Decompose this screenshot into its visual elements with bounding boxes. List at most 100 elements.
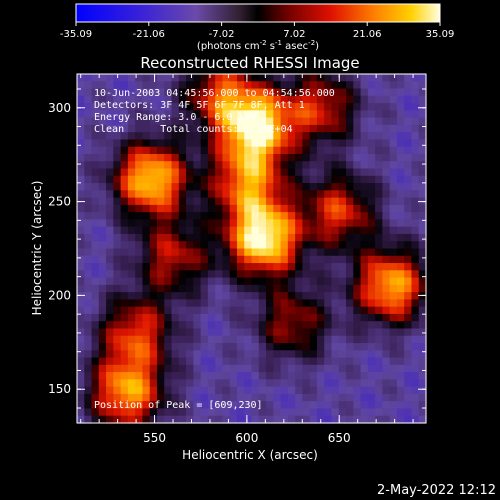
heatmap-cell <box>295 393 303 402</box>
heatmap-cell <box>295 168 303 177</box>
heatmap-cell <box>367 321 376 330</box>
heatmap-cell <box>236 139 245 148</box>
heatmap-cell <box>215 292 224 300</box>
heatmap-cell <box>215 255 224 264</box>
heatmap-cell <box>280 299 289 308</box>
heatmap-cell <box>360 343 369 351</box>
heatmap-cell <box>360 350 369 359</box>
heatmap-cell <box>142 306 151 315</box>
heatmap-cell <box>156 226 165 235</box>
heatmap-cell <box>295 197 303 206</box>
heatmap-cell <box>295 95 303 104</box>
heatmap-cell <box>382 270 391 279</box>
heatmap-cell <box>236 190 245 199</box>
heatmap-cell <box>222 357 231 366</box>
heatmap-cell <box>295 321 303 330</box>
heatmap-cell <box>171 255 180 264</box>
heatmap-cell <box>302 270 311 279</box>
peak-position-label: Position of Peak = [609,230] <box>94 400 263 411</box>
heatmap-cell <box>127 95 136 104</box>
heatmap-cell <box>113 292 122 300</box>
heatmap-cell <box>353 219 362 228</box>
heatmap-cell <box>360 175 369 184</box>
heatmap-cell <box>120 88 129 97</box>
heatmap-cell <box>302 255 311 264</box>
heatmap-cell <box>382 175 391 184</box>
heatmap-cell <box>389 233 398 242</box>
heatmap-cell <box>338 372 347 380</box>
heatmap-cell <box>258 204 267 213</box>
heatmap-cell <box>302 168 311 177</box>
heatmap-cell <box>106 386 114 395</box>
heatmap-cell <box>106 95 114 104</box>
heatmap-cell <box>207 146 216 155</box>
heatmap-cell <box>418 393 427 402</box>
heatmap-cell <box>215 357 224 366</box>
heatmap-cell <box>171 372 180 380</box>
heatmap-cell <box>338 190 347 199</box>
heatmap-cell <box>331 277 340 286</box>
heatmap-cell <box>164 306 173 315</box>
heatmap-cell <box>200 175 209 184</box>
heatmap-cell <box>346 110 354 119</box>
heatmap-cell <box>309 175 318 184</box>
heatmap-cell <box>193 103 202 111</box>
heatmap-cell <box>251 335 260 344</box>
heatmap-cell <box>77 139 85 148</box>
heatmap-cell <box>418 343 427 351</box>
heatmap-cell <box>84 226 93 235</box>
heatmap-cell <box>142 226 151 235</box>
heatmap-cell <box>367 81 376 90</box>
heatmap-cell <box>106 241 114 250</box>
heatmap-cell <box>127 415 136 424</box>
heatmap-cell <box>98 161 107 170</box>
heatmap-cell <box>178 110 187 119</box>
heatmap-cell <box>273 401 282 410</box>
heatmap-image <box>77 74 427 424</box>
heatmap-cell <box>171 299 180 308</box>
heatmap-cell <box>266 313 274 322</box>
heatmap-cell <box>142 124 151 133</box>
heatmap-cell <box>200 95 209 104</box>
heatmap-cell <box>244 393 253 402</box>
heatmap-cell <box>135 74 144 82</box>
heatmap-cell <box>324 168 333 177</box>
heatmap-cell <box>113 386 122 395</box>
heatmap-cell <box>207 321 216 330</box>
heatmap-cell <box>244 248 253 257</box>
heatmap-cell <box>229 88 238 97</box>
heatmap-cell <box>149 190 158 199</box>
heatmap-cell <box>367 74 376 82</box>
heatmap-cell <box>389 226 398 235</box>
heatmap-cell <box>353 335 362 344</box>
heatmap-cell <box>135 226 144 235</box>
heatmap-cell <box>396 233 405 242</box>
heatmap-cell <box>236 212 245 221</box>
heatmap-cell <box>244 313 253 322</box>
heatmap-cell <box>186 313 194 322</box>
heatmap-cell <box>382 328 391 337</box>
heatmap-cell <box>91 175 100 184</box>
heatmap-cell <box>186 292 194 300</box>
heatmap-cell <box>156 350 165 359</box>
heatmap-cell <box>113 277 122 286</box>
heatmap-cell <box>149 335 158 344</box>
heatmap-cell <box>135 110 144 119</box>
heatmap-cell <box>266 386 274 395</box>
heatmap-cell <box>222 132 231 141</box>
heatmap-cell <box>418 313 427 322</box>
heatmap-cell <box>186 255 194 264</box>
heatmap-cell <box>280 74 289 82</box>
heatmap-cell <box>295 328 303 337</box>
heatmap-cell <box>346 161 354 170</box>
heatmap-cell <box>229 335 238 344</box>
heatmap-cell <box>215 306 224 315</box>
heatmap-cell <box>287 357 296 366</box>
heatmap-cell <box>84 168 93 177</box>
heatmap-cell <box>127 292 136 300</box>
heatmap-cell <box>331 88 340 97</box>
heatmap-cell <box>389 292 398 300</box>
heatmap-cell <box>338 277 347 286</box>
colorbar-tick-label: 35.09 <box>426 29 455 40</box>
heatmap-cell <box>404 284 413 293</box>
